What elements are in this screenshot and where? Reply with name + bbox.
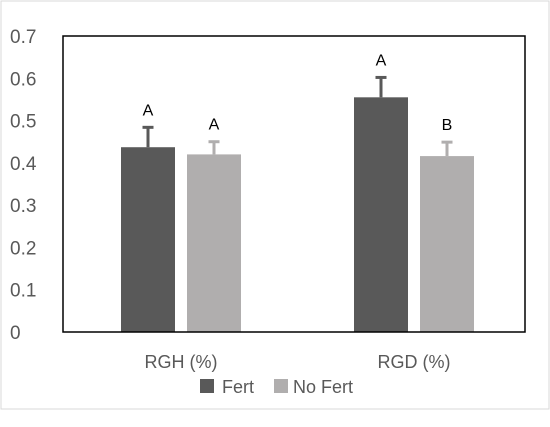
bar-fert [121,147,175,332]
y-tick-label: 0.6 [10,69,36,90]
error-bar-group [142,75,453,157]
legend-swatch-fert [200,379,214,393]
significance-letter: A [143,102,154,119]
plot-area-frame [62,35,526,333]
significance-letter: A [376,52,387,69]
bar-no-fert [187,154,241,332]
significance-letter-group: A A A B [143,52,453,134]
y-tick-label: 0.3 [10,196,36,217]
y-tick-label: 0 [10,323,21,344]
significance-letter: B [442,117,453,134]
significance-letter: A [209,117,220,134]
legend: Fert No Fert [200,377,353,397]
y-tick-label: 0.4 [10,154,37,175]
legend-label-no-fert: No Fert [293,377,353,397]
bar-series-group [121,97,474,332]
bar-fert [354,97,408,332]
bar-no-fert [420,156,474,332]
y-tick-label: 0.7 [10,27,36,48]
legend-label-fert: Fert [222,377,254,397]
legend-swatch-no-fert [274,379,288,393]
y-axis-tick-labels: 0 0.1 0.2 0.3 0.4 0.5 0.6 0.7 [10,27,37,344]
x-axis-category-labels: RGH (%) RGD (%) [145,352,451,372]
y-tick-label: 0.5 [10,112,36,133]
y-tick-label: 0.2 [10,238,36,259]
y-tick-label: 0.1 [10,281,36,302]
x-category-label: RGD (%) [378,352,451,372]
x-category-label: RGH (%) [145,352,218,372]
